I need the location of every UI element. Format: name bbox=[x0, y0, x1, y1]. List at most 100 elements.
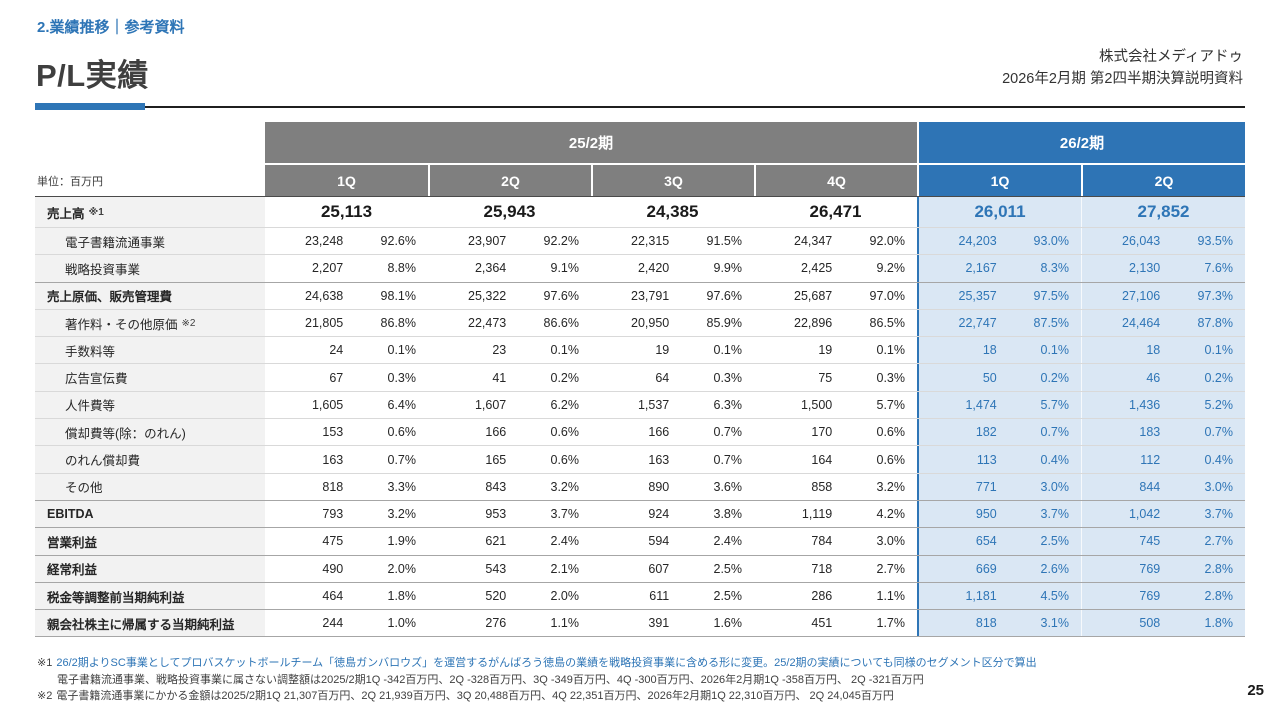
cell-percentage: 2.8% bbox=[1204, 589, 1234, 603]
cell-percentage: 0.3% bbox=[713, 370, 743, 385]
quarter-header-fy25-3q: 3Q bbox=[591, 165, 754, 196]
value-cell: 170 0.6% bbox=[754, 419, 917, 446]
row-label-text: EBITDA bbox=[47, 507, 94, 522]
row-label-text: 経常利益 bbox=[47, 563, 98, 578]
value-cell: 718 2.7% bbox=[754, 555, 917, 582]
cell-percentage: 0.6% bbox=[550, 452, 580, 467]
divider-accent-bar bbox=[35, 103, 145, 110]
cell-percentage: 92.0% bbox=[869, 234, 905, 249]
quarter-header-fy25-2q: 2Q bbox=[428, 165, 591, 196]
table-body: 売上高 ※1 25,113 25,943 24,385 26,471 26,011 27,85… bbox=[35, 196, 1245, 638]
cell-percentage: 0.6% bbox=[876, 425, 906, 440]
cell-percentage: 97.6% bbox=[706, 288, 742, 303]
value-cell: 182 0.7% bbox=[917, 419, 1081, 446]
value-cell: 1,119 4.2% bbox=[754, 500, 917, 528]
cell-amount: 771 bbox=[975, 479, 997, 494]
value-cell: 22,315 91.5% bbox=[591, 228, 754, 255]
cell-percentage: 4.2% bbox=[876, 507, 906, 522]
company-block: 株式会社メディアドゥ 2026年2月期 第2四半期決算説明資料 bbox=[1002, 46, 1243, 91]
cell-percentage: 97.0% bbox=[869, 288, 905, 303]
document-title: 2026年2月期 第2四半期決算説明資料 bbox=[1002, 71, 1243, 88]
value-cell: 818 3.1% bbox=[917, 610, 1081, 637]
cell-percentage: 86.6% bbox=[543, 316, 579, 331]
cell-amount: 784 bbox=[811, 534, 833, 549]
value-cell: 1,436 5.2% bbox=[1081, 391, 1245, 419]
table-row: 税金等調整前当期純利益 464 1.8% 520 2.0% 611 2.5% 286 1.1% 1… bbox=[35, 581, 1245, 610]
cell-amount: 24,203 bbox=[958, 234, 997, 249]
value-cell: 166 0.6% bbox=[428, 419, 591, 446]
cell-percentage: 8.8% bbox=[387, 261, 417, 276]
cell-percentage: 86.5% bbox=[869, 316, 905, 331]
row-label: 人件費等 bbox=[35, 391, 265, 419]
row-label: 親会社株主に帰属する当期純利益 bbox=[35, 610, 265, 637]
value-cell: 23,907 92.2% bbox=[428, 228, 591, 255]
value-cell: 163 0.7% bbox=[591, 446, 754, 473]
value-cell: 22,896 86.5% bbox=[754, 309, 917, 337]
cell-amount: 163 bbox=[648, 452, 670, 467]
cell-percentage: 0.2% bbox=[1040, 370, 1070, 385]
table-row: 戦略投資事業 2,207 8.8% 2,364 9.1% 2,420 9.9% 2,425 9.… bbox=[35, 254, 1245, 282]
cell-amount: 153 bbox=[322, 425, 344, 440]
table-row: 親会社株主に帰属する当期純利益 244 1.0% 276 1.1% 391 1.6% 451 1… bbox=[35, 609, 1245, 637]
cell-amount: 858 bbox=[811, 479, 833, 494]
cell-amount: 890 bbox=[648, 479, 670, 494]
value-cell: 2,364 9.1% bbox=[428, 255, 591, 282]
row-label-text: 戦略投資事業 bbox=[65, 262, 141, 277]
cell-percentage: 5.2% bbox=[1204, 397, 1234, 412]
cell-percentage: 3.3% bbox=[387, 479, 417, 494]
value-cell: 771 3.0% bbox=[917, 473, 1081, 500]
cell-percentage: 0.1% bbox=[1204, 343, 1234, 358]
value-cell: 25,357 97.5% bbox=[917, 282, 1081, 309]
cell-percentage: 9.1% bbox=[550, 261, 580, 276]
cell-percentage: 0.7% bbox=[1204, 425, 1234, 440]
cell-amount: 950 bbox=[975, 507, 997, 522]
cell-percentage: 1.0% bbox=[387, 616, 417, 631]
footnote-2: ※2 電子書籍流通事業にかかる金額は2025/2期1Q 21,307百万円、2Q … bbox=[37, 688, 1037, 705]
row-label: EBITDA bbox=[35, 500, 265, 528]
cell-amount: 163 bbox=[322, 452, 344, 467]
cell-percentage: 3.6% bbox=[713, 479, 743, 494]
value-cell: 1,474 5.7% bbox=[917, 391, 1081, 419]
row-label-text: 償却費等(除：のれん) bbox=[65, 426, 186, 441]
cell-amount: 22,473 bbox=[468, 316, 507, 331]
cell-amount: 244 bbox=[322, 616, 344, 631]
row-label: 経常利益 bbox=[35, 555, 265, 582]
value-cell: 844 3.0% bbox=[1081, 473, 1245, 500]
row-label: 広告宣伝費 bbox=[35, 364, 265, 391]
company-name: 株式会社メディアドゥ bbox=[1099, 49, 1243, 65]
cell-percentage: 0.1% bbox=[550, 343, 580, 358]
cell-percentage: 1.7% bbox=[876, 616, 906, 631]
quarter-header-fy25-1q: 1Q bbox=[265, 165, 428, 196]
value-cell: 64 0.3% bbox=[591, 364, 754, 391]
table-header-quarters: 単位：百万円 1Q 2Q 3Q 4Q 1Q 2Q bbox=[35, 165, 1245, 196]
cell-percentage: 0.3% bbox=[876, 370, 906, 385]
cell-amount: 793 bbox=[322, 507, 344, 522]
cell-percentage: 97.5% bbox=[1033, 288, 1069, 303]
revenue-value-cell: 26,011 bbox=[917, 197, 1081, 227]
cell-amount: 2,420 bbox=[637, 261, 670, 276]
cell-amount: 164 bbox=[811, 452, 833, 467]
value-cell: 20,950 85.9% bbox=[591, 309, 754, 337]
row-label: 戦略投資事業 bbox=[35, 255, 265, 282]
cell-percentage: 8.3% bbox=[1040, 261, 1070, 276]
cell-percentage: 85.9% bbox=[706, 316, 742, 331]
cell-amount: 594 bbox=[648, 534, 670, 549]
cell-percentage: 2.0% bbox=[550, 589, 580, 603]
cell-amount: 24 bbox=[329, 343, 344, 358]
value-cell: 391 1.6% bbox=[591, 610, 754, 637]
unit-label: 単位：百万円 bbox=[35, 165, 265, 196]
footnotes: ※1 26/2期よりSC事業としてプロバスケットボールチーム「徳島ガンバロウズ」を… bbox=[37, 655, 1037, 705]
cell-percentage: 2.4% bbox=[550, 534, 580, 549]
cell-amount: 391 bbox=[648, 616, 670, 631]
cell-amount: 1,119 bbox=[801, 507, 833, 522]
cell-amount: 818 bbox=[322, 479, 344, 494]
cell-amount: 1,042 bbox=[1128, 507, 1161, 522]
value-cell: 163 0.7% bbox=[265, 446, 428, 473]
value-cell: 19 0.1% bbox=[754, 337, 917, 364]
cell-amount: 23,907 bbox=[468, 234, 507, 249]
cell-amount: 22,315 bbox=[631, 234, 670, 249]
cell-percentage: 0.6% bbox=[550, 425, 580, 440]
cell-percentage: 98.1% bbox=[380, 288, 416, 303]
page-title: P/L実績 bbox=[36, 58, 149, 93]
footnote-2-text: 電子書籍流通事業にかかる金額は2025/2期1Q 21,307百万円、2Q 21… bbox=[56, 690, 894, 702]
